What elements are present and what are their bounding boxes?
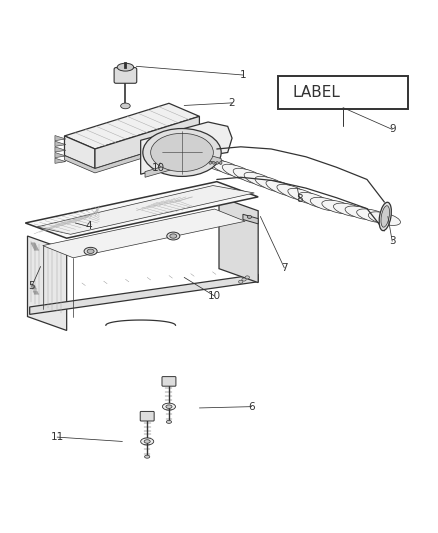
Ellipse shape xyxy=(211,160,244,176)
Ellipse shape xyxy=(120,103,130,109)
Polygon shape xyxy=(64,136,95,168)
Text: 5: 5 xyxy=(28,281,35,291)
Ellipse shape xyxy=(379,202,392,231)
Ellipse shape xyxy=(242,278,246,281)
Ellipse shape xyxy=(288,188,321,204)
Polygon shape xyxy=(64,103,199,149)
Ellipse shape xyxy=(345,206,377,220)
Polygon shape xyxy=(28,236,67,330)
Ellipse shape xyxy=(255,176,288,192)
Polygon shape xyxy=(141,122,232,174)
Text: 1: 1 xyxy=(240,70,246,80)
Ellipse shape xyxy=(167,232,180,240)
Ellipse shape xyxy=(166,405,172,408)
Polygon shape xyxy=(55,141,66,147)
FancyBboxPatch shape xyxy=(162,377,176,386)
Ellipse shape xyxy=(166,421,172,423)
Polygon shape xyxy=(37,185,254,235)
Text: 2: 2 xyxy=(229,98,235,108)
Polygon shape xyxy=(243,214,258,224)
Polygon shape xyxy=(95,116,199,168)
Ellipse shape xyxy=(357,209,389,222)
Ellipse shape xyxy=(209,161,212,164)
Ellipse shape xyxy=(277,184,310,200)
Ellipse shape xyxy=(310,197,343,211)
Polygon shape xyxy=(55,147,66,152)
Text: 9: 9 xyxy=(389,124,396,134)
Text: 4: 4 xyxy=(85,221,92,231)
Ellipse shape xyxy=(368,212,400,225)
Ellipse shape xyxy=(200,156,233,172)
Ellipse shape xyxy=(84,247,97,255)
Text: 3: 3 xyxy=(389,236,396,246)
Ellipse shape xyxy=(87,249,94,254)
Ellipse shape xyxy=(117,63,134,71)
Text: 6: 6 xyxy=(248,402,255,411)
Ellipse shape xyxy=(141,438,154,445)
Ellipse shape xyxy=(170,234,177,238)
Polygon shape xyxy=(25,182,258,238)
Ellipse shape xyxy=(145,455,150,458)
Ellipse shape xyxy=(212,161,215,164)
Ellipse shape xyxy=(299,192,332,208)
Ellipse shape xyxy=(144,440,150,443)
Text: 10: 10 xyxy=(152,163,165,173)
FancyBboxPatch shape xyxy=(140,411,154,421)
FancyBboxPatch shape xyxy=(278,76,408,109)
Polygon shape xyxy=(145,154,221,177)
Polygon shape xyxy=(219,197,258,282)
Polygon shape xyxy=(55,158,66,163)
Text: 8: 8 xyxy=(296,194,303,204)
Ellipse shape xyxy=(239,280,243,283)
Text: 7: 7 xyxy=(281,263,288,273)
Ellipse shape xyxy=(245,276,250,279)
Ellipse shape xyxy=(322,200,354,214)
Text: 10: 10 xyxy=(208,291,221,301)
Polygon shape xyxy=(30,274,258,314)
Ellipse shape xyxy=(162,403,176,410)
Ellipse shape xyxy=(233,168,266,184)
Polygon shape xyxy=(55,152,66,158)
Polygon shape xyxy=(55,135,66,141)
Text: 11: 11 xyxy=(50,432,64,442)
Ellipse shape xyxy=(333,203,366,217)
Ellipse shape xyxy=(247,215,252,219)
Ellipse shape xyxy=(219,161,222,164)
Ellipse shape xyxy=(266,180,299,196)
Ellipse shape xyxy=(151,133,213,172)
Ellipse shape xyxy=(216,161,219,164)
FancyBboxPatch shape xyxy=(114,68,137,83)
Text: LABEL: LABEL xyxy=(293,85,341,100)
Ellipse shape xyxy=(143,128,221,176)
Polygon shape xyxy=(64,136,199,173)
Polygon shape xyxy=(43,209,245,258)
Ellipse shape xyxy=(381,206,389,227)
Ellipse shape xyxy=(244,172,277,188)
Ellipse shape xyxy=(222,164,255,180)
